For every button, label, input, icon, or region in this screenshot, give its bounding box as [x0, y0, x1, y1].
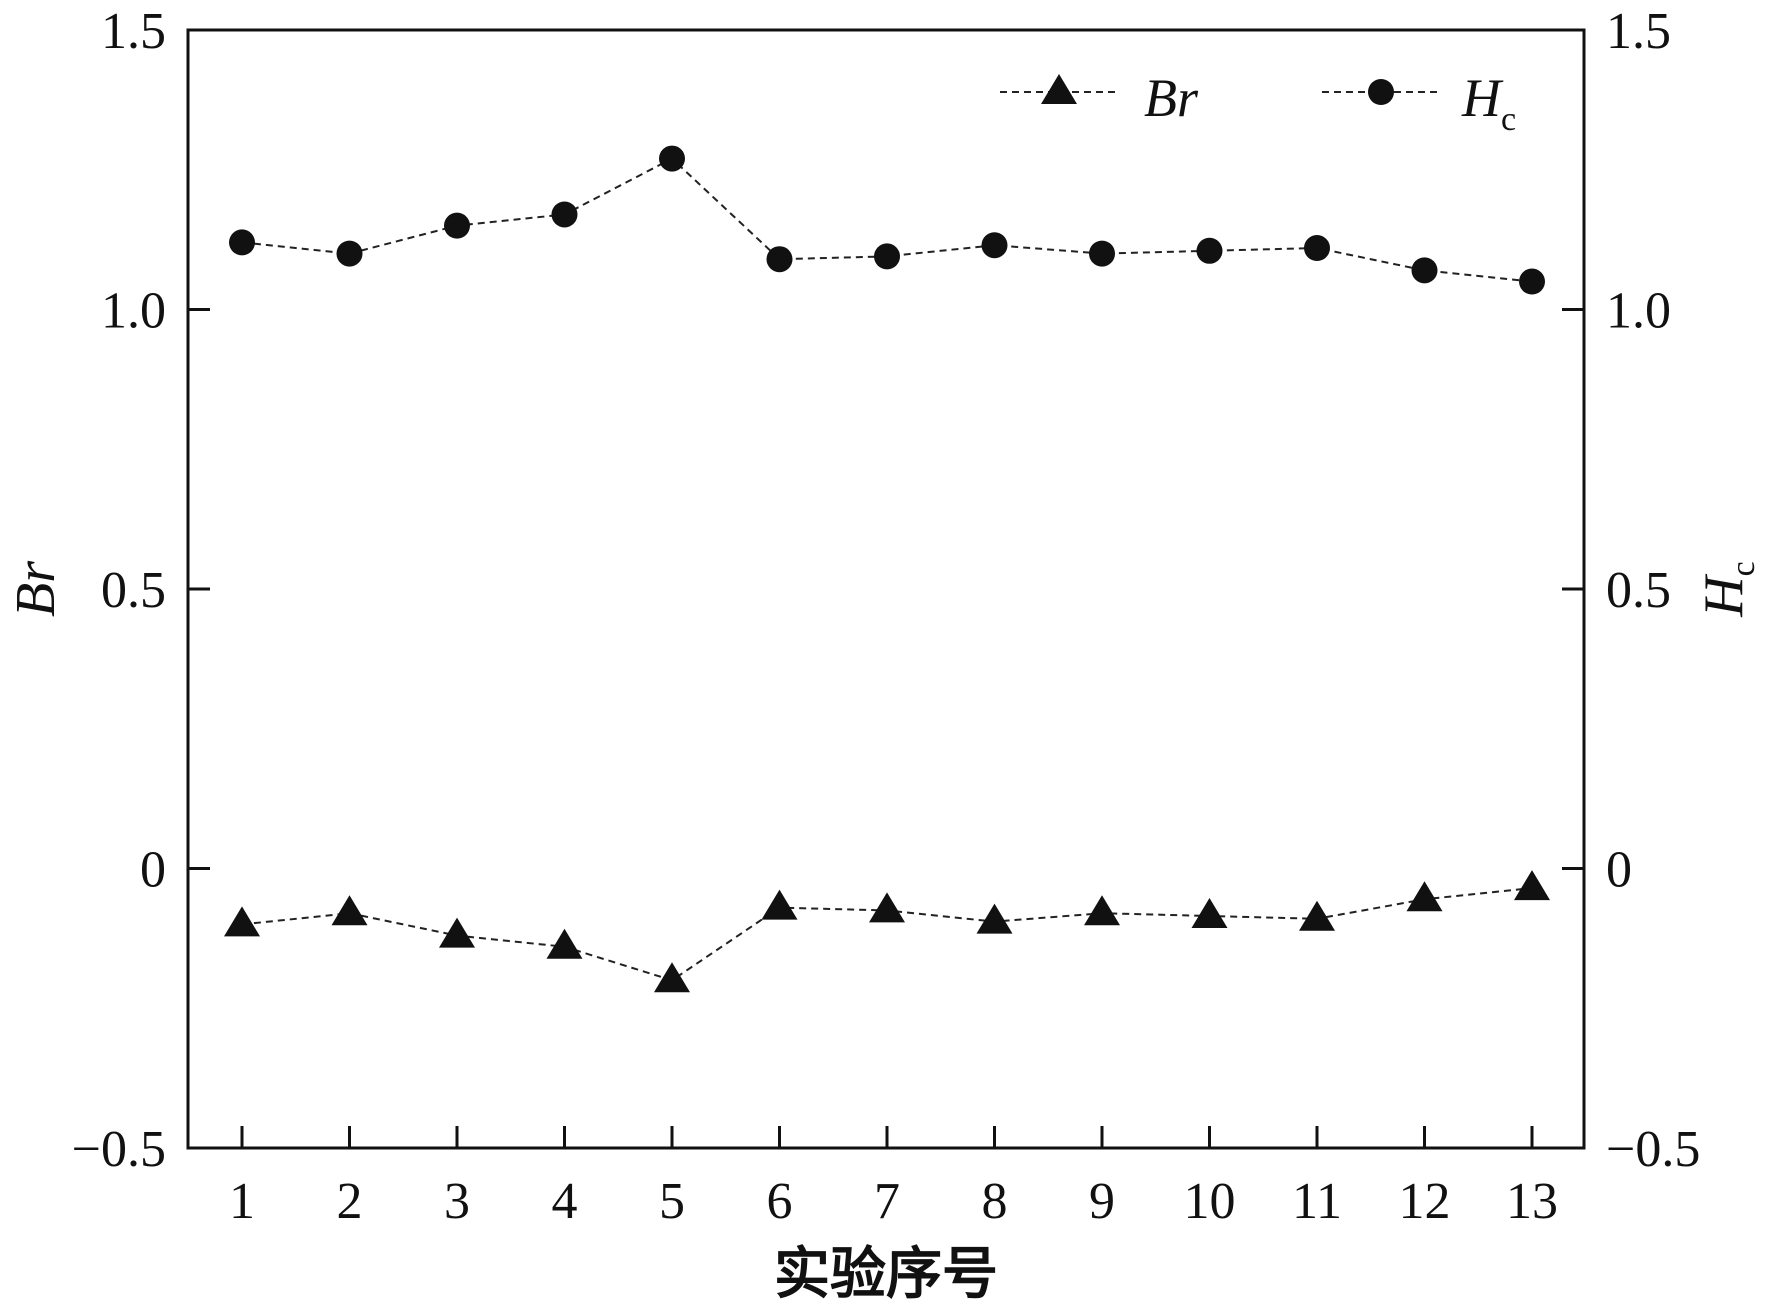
hc-point [229, 229, 255, 256]
legend: Br Hc [1000, 68, 1516, 138]
br-point [1299, 900, 1335, 931]
br-point [761, 889, 798, 920]
x-tick-label: 11 [1292, 1173, 1342, 1230]
x-tick-label: 1 [229, 1173, 255, 1230]
x-tick-label: 9 [1089, 1173, 1115, 1230]
hc-point [1411, 257, 1438, 284]
y-right-tick-label: 1.0 [1606, 283, 1671, 340]
hc-point [444, 212, 470, 239]
hc-point [1196, 237, 1223, 264]
legend-hc-label: Hc [1461, 68, 1516, 138]
y-right-tick-label: −0.5 [1606, 1121, 1700, 1178]
y-left-tick-label: 0.5 [101, 562, 166, 619]
plot-frame [186, 28, 1586, 1150]
hc-point [551, 201, 578, 228]
br-point [1514, 870, 1550, 901]
y-left-axis-title: Br [5, 561, 67, 617]
x-tick-label: 12 [1399, 1173, 1451, 1230]
x-tick-label: 2 [337, 1173, 363, 1230]
br-point [1406, 881, 1443, 912]
x-tick-label: 8 [982, 1173, 1008, 1230]
br-point [654, 962, 690, 993]
br-point [1084, 895, 1120, 926]
x-axis-title: 实验序号 [774, 1242, 998, 1299]
hc-point [1089, 240, 1115, 267]
y-right-tick-label: 0.5 [1606, 562, 1671, 619]
series-lines [241, 157, 1533, 982]
br-point [1191, 898, 1228, 929]
legend-br-marker [1041, 74, 1077, 104]
x-tick-label: 4 [552, 1173, 578, 1230]
x-tick-label: 5 [659, 1173, 685, 1230]
x-tick-label: 13 [1506, 1173, 1558, 1230]
br-point [976, 903, 1013, 934]
br-point [869, 892, 905, 923]
br-point [439, 917, 475, 948]
y-right-tick-label: 0 [1606, 842, 1632, 899]
y-right-axis-title: Hc [1693, 561, 1762, 618]
br-point [546, 928, 583, 959]
br-point [224, 906, 260, 937]
hc-point [981, 232, 1008, 259]
x-tick-label: 10 [1184, 1173, 1236, 1230]
ticks-layer: −0.500.51.01.5−0.500.51.01.51 2 3 4 5 6 7 8 9 10 1… [72, 3, 1701, 1230]
y-left-tick-label: 0 [140, 842, 166, 899]
series-marks [224, 145, 1550, 993]
y-right-tick-label: 1.5 [1606, 3, 1671, 60]
y-left-tick-label: −0.5 [72, 1121, 166, 1178]
hc-point [336, 240, 363, 267]
br-point [331, 895, 368, 926]
hc-point [1304, 235, 1330, 262]
hc-point [1519, 268, 1545, 295]
x-tick-label: 3 [444, 1173, 470, 1230]
y-left-tick-label: 1.5 [101, 3, 166, 60]
legend-hc-marker [1368, 79, 1394, 105]
hc-point [659, 145, 685, 172]
legend-br-label: Br [1144, 68, 1199, 128]
x-tick-label: 7 [874, 1173, 900, 1230]
hc-point [874, 243, 900, 270]
x-tick-label: 6 [767, 1173, 793, 1230]
y-left-tick-label: 1.0 [101, 283, 166, 340]
hc-point [766, 246, 793, 273]
